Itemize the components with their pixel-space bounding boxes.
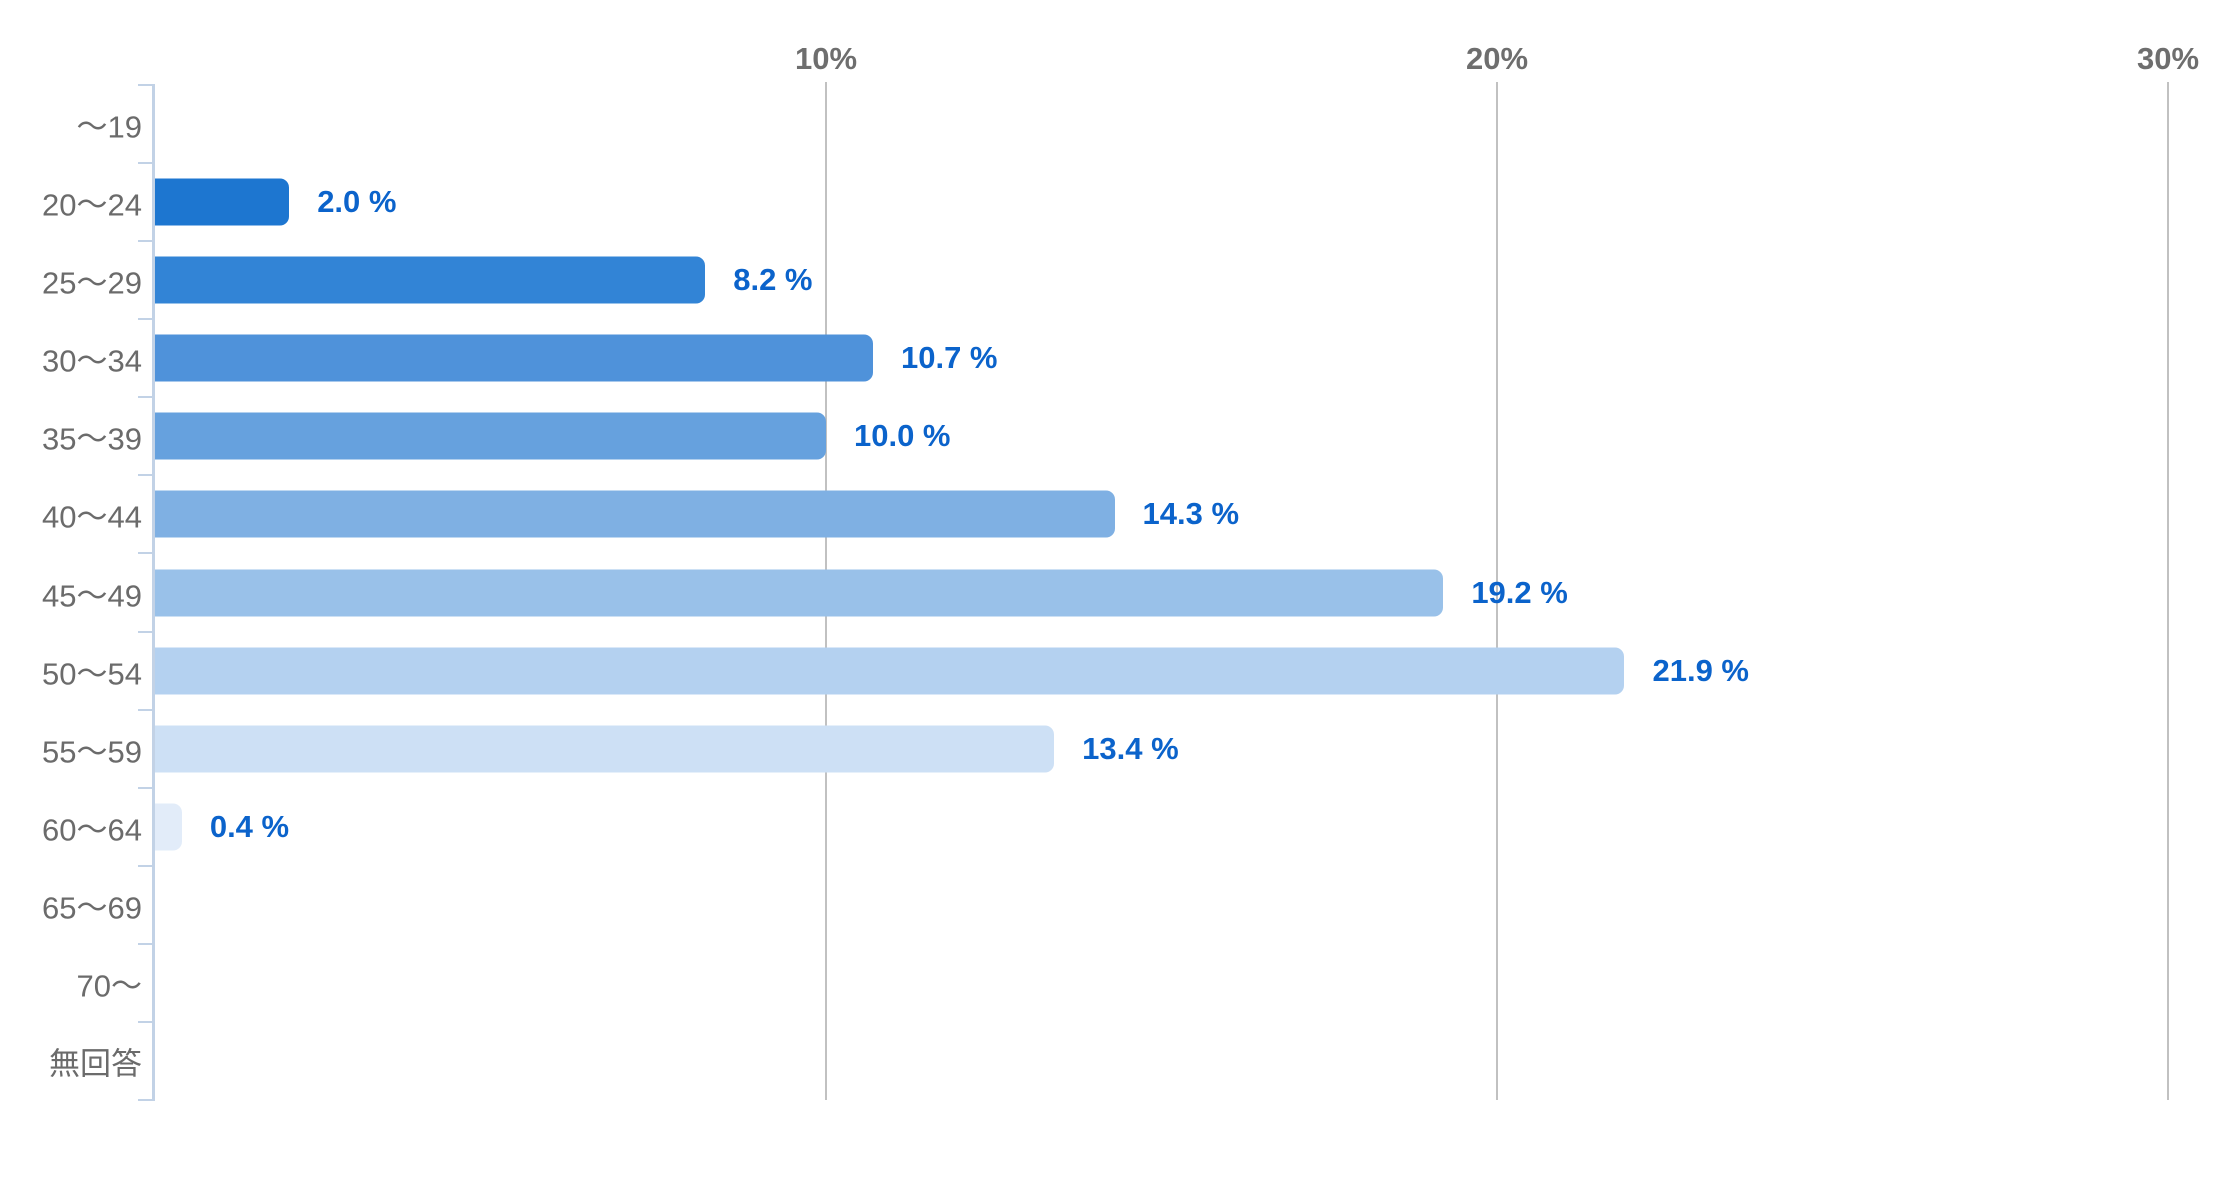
- value-label: 8.2 %: [733, 262, 813, 298]
- x-axis-tick-label: 20%: [1465, 41, 1529, 76]
- category-label: 60〜64: [42, 812, 142, 848]
- chart-row: 60〜64 0.4 %: [42, 788, 2168, 866]
- value-label: 14.3 %: [1142, 496, 1240, 532]
- category-label: 65〜69: [42, 890, 142, 926]
- gridline: [2167, 82, 2169, 1100]
- value-label: 0.4 %: [209, 808, 290, 844]
- chart-row: 50〜54 21.9 %: [42, 632, 2168, 710]
- value-label: 10.0 %: [853, 418, 951, 454]
- value-label: 19.2 %: [1471, 574, 1568, 610]
- category-label: 無回答: [49, 1046, 142, 1082]
- chart-row: 70〜: [77, 944, 2168, 1022]
- bar[interactable]: [155, 490, 1115, 538]
- gridline: [1495, 82, 1498, 1100]
- bar[interactable]: [155, 569, 1444, 616]
- plot-area: 10% 20% 30% 〜19 20〜24 2.0 % 25〜29 8.2 % 30…: [42, 41, 2199, 1101]
- bar-rows: 〜19 20〜24 2.0 % 25〜29 8.2 % 30〜34 10.7 %…: [42, 85, 2168, 1100]
- y-axis-tick: [138, 1099, 155, 1101]
- bar[interactable]: [155, 256, 706, 304]
- category-label: 30〜34: [42, 343, 142, 379]
- y-axis-tick: [138, 630, 155, 633]
- y-axis-tick: [138, 708, 155, 711]
- category-label: 20〜24: [42, 187, 142, 223]
- bar[interactable]: [155, 647, 1625, 695]
- y-axis-tick: [138, 396, 155, 399]
- category-label: 〜19: [76, 109, 142, 145]
- bar[interactable]: [155, 412, 826, 460]
- category-label: 40〜44: [42, 499, 142, 535]
- chart-row: 65〜69: [42, 866, 2168, 944]
- bar[interactable]: [155, 725, 1055, 773]
- y-axis-tick: [138, 786, 155, 789]
- value-label: 10.7 %: [900, 340, 998, 376]
- y-axis-tick: [138, 474, 155, 477]
- y-axis-tick: [138, 318, 155, 321]
- y-axis-tick: [138, 162, 155, 165]
- chart-row: 〜19: [77, 85, 2168, 163]
- category-label: 50〜54: [42, 656, 142, 692]
- chart-row: 40〜44 14.3 %: [42, 475, 2168, 553]
- y-axis-tick: [138, 84, 155, 86]
- bar[interactable]: [155, 178, 290, 226]
- category-label: 35〜39: [42, 421, 142, 457]
- value-label: 21.9 %: [1652, 652, 1749, 688]
- chart-row: 35〜39 10.0 %: [42, 397, 2168, 475]
- category-label: 70〜: [76, 968, 142, 1004]
- chart-row: 55〜59 13.4 %: [42, 710, 2168, 788]
- chart-row: 25〜29 8.2 %: [42, 241, 2168, 319]
- value-label: 2.0 %: [317, 184, 397, 220]
- value-label: 13.4 %: [1082, 730, 1179, 766]
- chart-row: 45〜49 19.2 %: [42, 553, 2168, 631]
- category-label: 45〜49: [42, 578, 142, 613]
- bar[interactable]: [155, 334, 873, 382]
- y-axis-tick: [138, 1020, 155, 1023]
- y-axis-tick: [138, 942, 155, 945]
- x-axis-tick-label: 10%: [794, 41, 858, 76]
- chart-row: 20〜24 2.0 %: [42, 163, 2168, 241]
- category-label: 25〜29: [42, 265, 142, 301]
- y-axis-tick: [138, 864, 155, 867]
- bar[interactable]: [155, 803, 182, 851]
- chart-row: 30〜34 10.7 %: [42, 319, 2168, 397]
- y-axis-tick: [138, 552, 155, 555]
- chart-row: 無回答: [49, 1022, 2168, 1100]
- category-label: 55〜59: [42, 734, 142, 770]
- y-axis-tick: [138, 240, 155, 243]
- x-axis-tick-label: 30%: [2136, 41, 2200, 76]
